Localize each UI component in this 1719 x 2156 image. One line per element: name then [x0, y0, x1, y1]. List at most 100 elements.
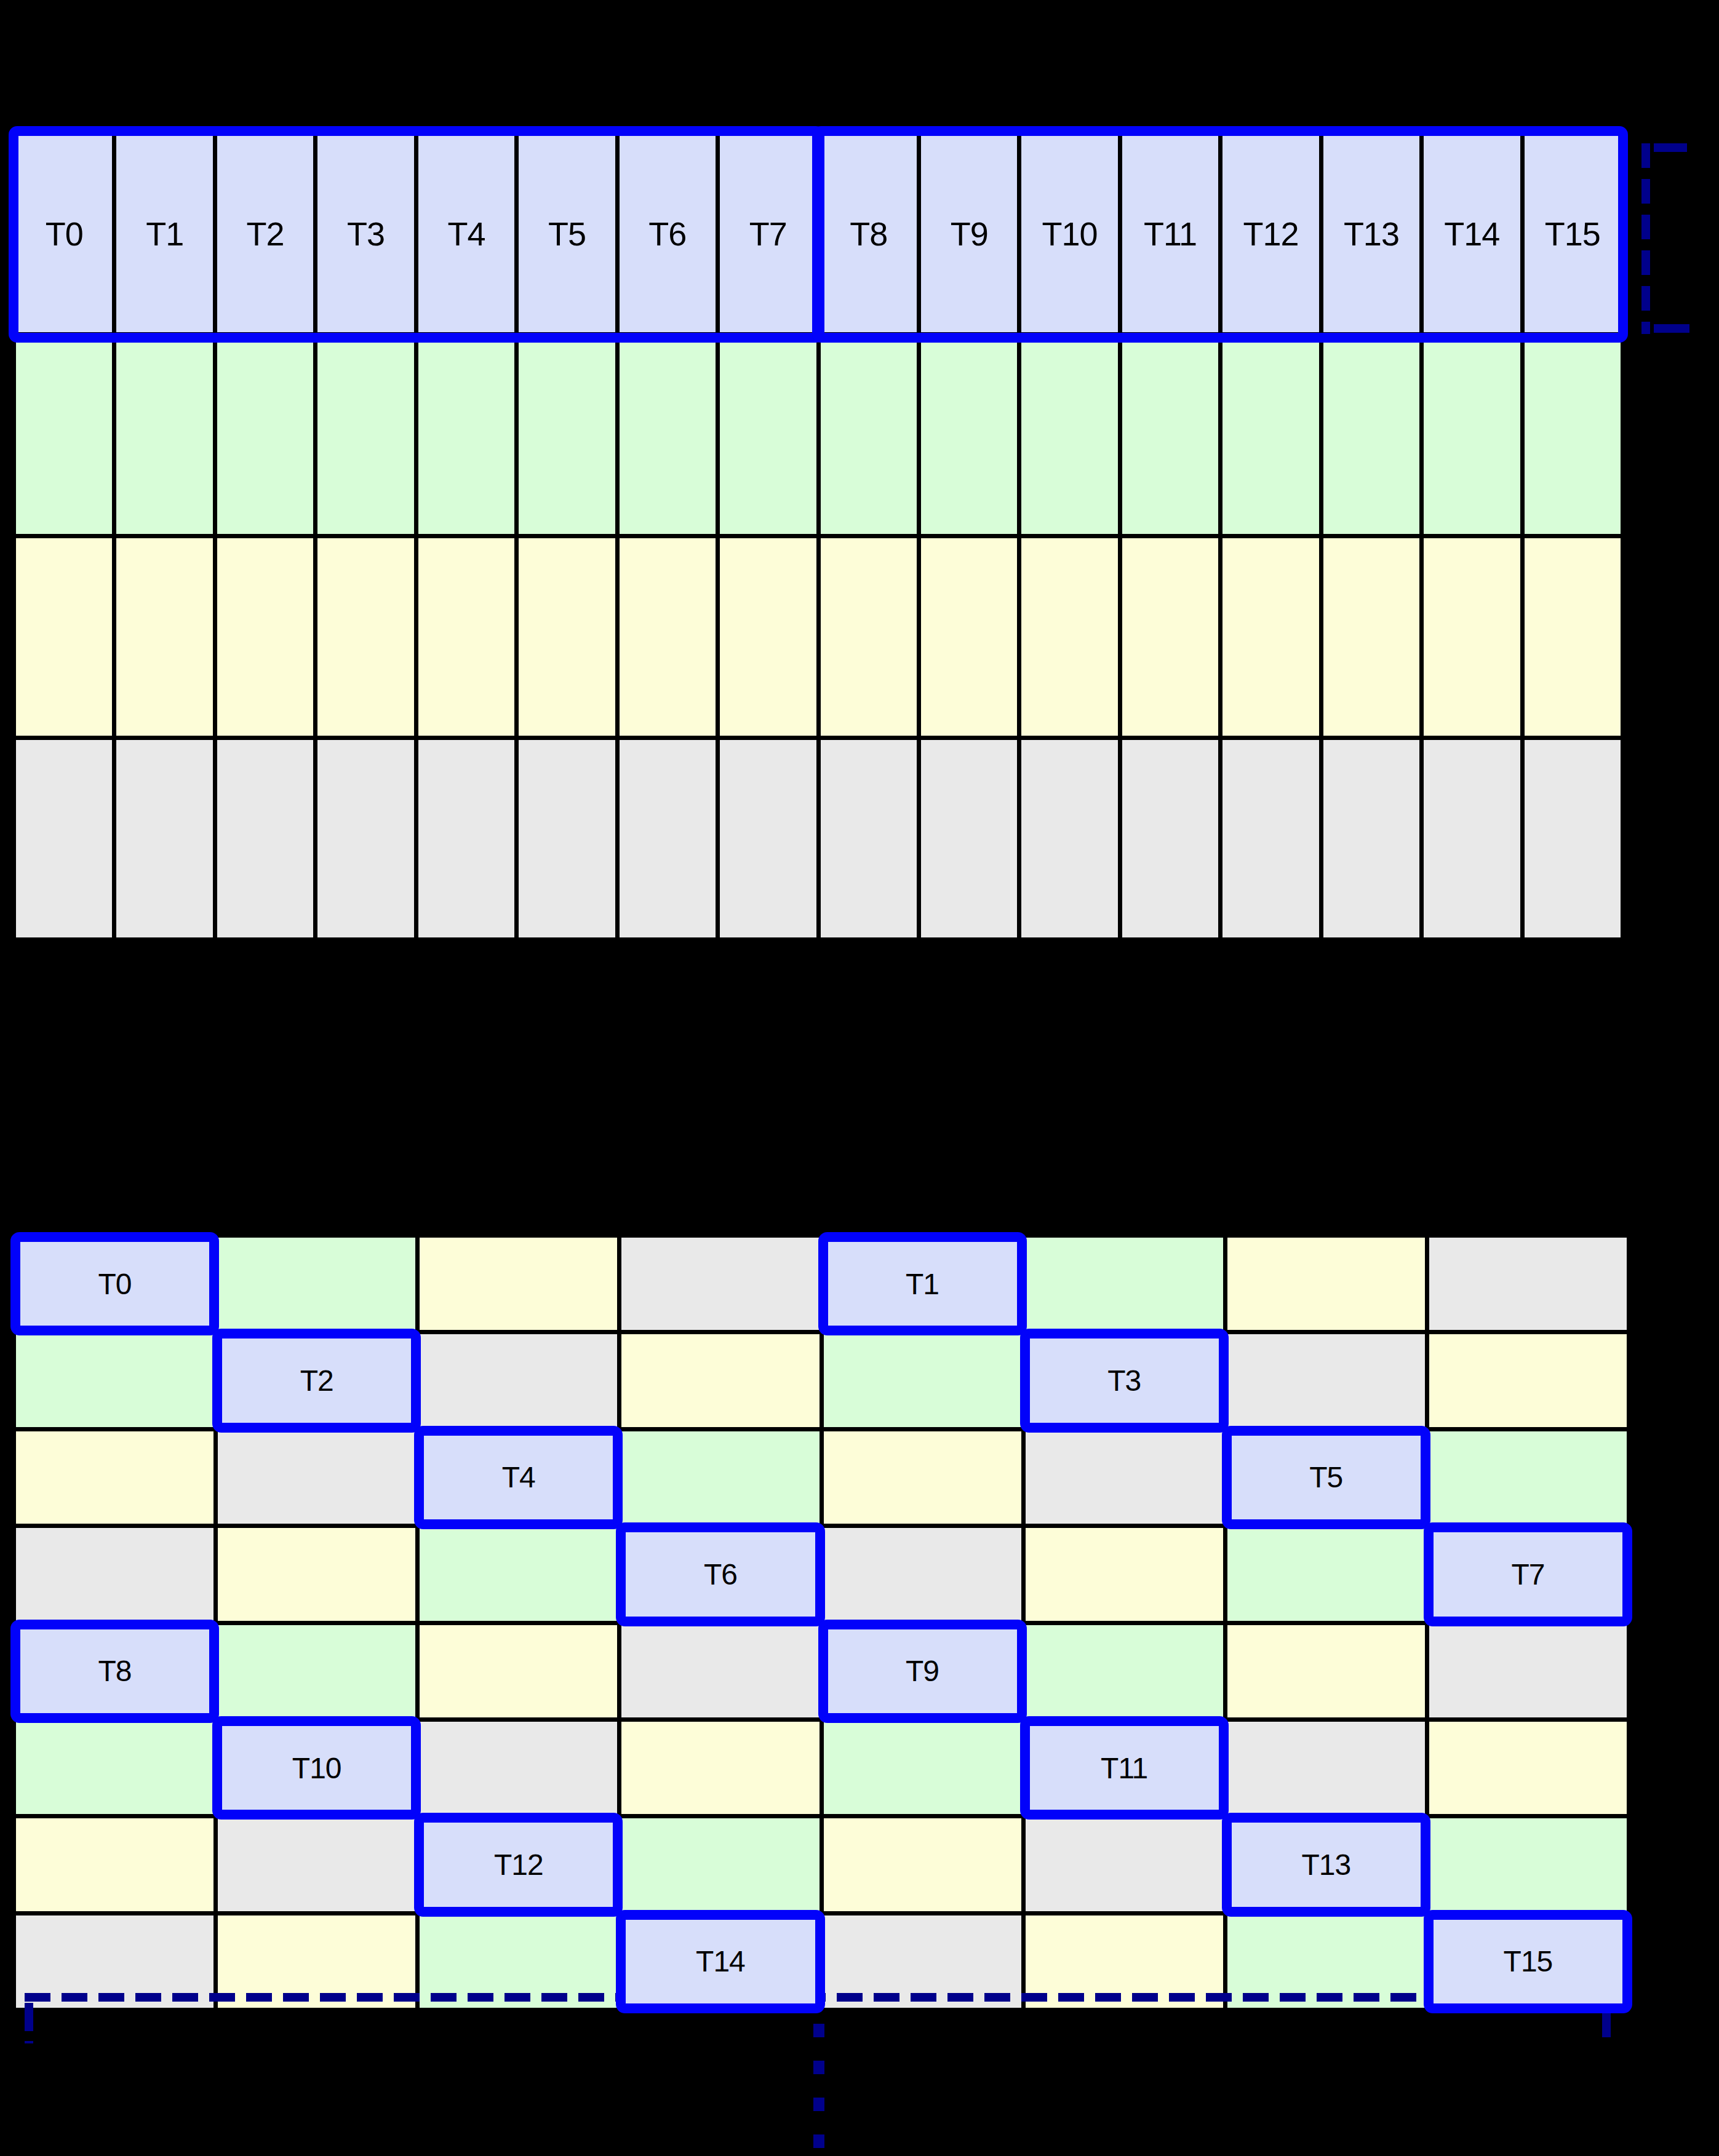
ellipsis-dot	[813, 2098, 824, 2111]
bottom-bracket-right-end	[1602, 2003, 1611, 2037]
thread-cell-t8: T8	[821, 135, 917, 332]
memory-cell	[720, 336, 816, 534]
memory-cell	[1323, 336, 1419, 534]
row-bracket-dashed-line	[1641, 143, 1650, 334]
thread-label: T3	[1107, 1364, 1141, 1398]
thread-cell-t7: T7	[1429, 1528, 1627, 1620]
memory-cell	[1026, 1238, 1223, 1330]
thread-cell-t2: T2	[218, 1334, 415, 1426]
memory-cell	[418, 336, 514, 534]
memory-cell	[621, 1238, 819, 1330]
thread-label: T0	[98, 1267, 132, 1301]
thread-label: T14	[1444, 215, 1499, 253]
thread-label: T2	[300, 1364, 333, 1398]
memory-cell	[317, 538, 413, 736]
thread-label: T1	[906, 1267, 939, 1301]
thread-label: T8	[850, 215, 887, 253]
memory-cell	[1525, 740, 1621, 937]
thread-label: T15	[1504, 1944, 1553, 1978]
thread-cell-t1: T1	[824, 1238, 1021, 1330]
memory-cell	[217, 538, 313, 736]
memory-cell	[824, 1722, 1021, 1814]
thread-label: T3	[347, 215, 385, 253]
thread-label: T5	[548, 215, 586, 253]
bottom-bracket-left-end	[25, 2003, 33, 2043]
memory-cell	[1026, 1818, 1223, 1911]
memory-cell	[1227, 1528, 1425, 1620]
memory-cell	[1021, 740, 1117, 937]
memory-cell	[1429, 1722, 1627, 1814]
thread-cell-t0: T0	[16, 135, 112, 332]
thread-cell-t14: T14	[621, 1915, 819, 2008]
memory-cell	[921, 336, 1017, 534]
memory-cell	[519, 538, 615, 736]
memory-cell	[720, 740, 816, 937]
ellipsis-dot	[813, 2134, 824, 2148]
thread-cell-t13: T13	[1227, 1818, 1425, 1911]
thread-cell-t9: T9	[824, 1625, 1021, 1717]
memory-cell	[1122, 740, 1218, 937]
memory-cell	[16, 1431, 213, 1524]
thread-label: T13	[1301, 1848, 1350, 1882]
thread-cell-t12: T12	[1222, 135, 1318, 332]
memory-cell	[420, 1528, 617, 1620]
thread-label: T6	[704, 1557, 737, 1591]
thread-label: T12	[494, 1848, 543, 1882]
memory-cell	[620, 740, 716, 937]
thread-label: T12	[1243, 215, 1298, 253]
memory-cell	[720, 538, 816, 736]
memory-cell	[1227, 1238, 1425, 1330]
memory-cell	[116, 336, 212, 534]
memory-cell	[519, 740, 615, 937]
linear-memory-grid: T0T1T2T3T4T5T6T7T8T9T10T11T12T13T14T15	[12, 131, 1624, 941]
memory-cell	[1429, 1431, 1627, 1524]
memory-cell	[218, 1818, 415, 1911]
thread-cell-t1: T1	[116, 135, 212, 332]
thread-label: T4	[447, 215, 485, 253]
memory-cell	[218, 1431, 415, 1524]
thread-label: T10	[292, 1751, 341, 1785]
memory-cell	[621, 1431, 819, 1524]
thread-cell-t3: T3	[317, 135, 413, 332]
thread-cell-t8: T8	[16, 1625, 213, 1717]
memory-cell	[824, 1334, 1021, 1426]
memory-cell	[621, 1818, 819, 1911]
memory-cell	[1026, 1528, 1223, 1620]
thread-label: T10	[1042, 215, 1098, 253]
memory-cell	[317, 740, 413, 937]
memory-cell	[418, 740, 514, 937]
memory-cell	[1227, 1334, 1425, 1426]
memory-cell	[1424, 538, 1520, 736]
memory-cell	[116, 740, 212, 937]
memory-cell	[824, 1818, 1021, 1911]
memory-cell	[1323, 538, 1419, 736]
thread-cell-t12: T12	[420, 1818, 617, 1911]
thread-label: T11	[1144, 215, 1197, 253]
memory-cell	[16, 538, 112, 736]
memory-cell	[16, 336, 112, 534]
memory-cell	[921, 538, 1017, 736]
memory-cell	[420, 1625, 617, 1717]
memory-cell	[16, 1334, 213, 1426]
memory-cell	[621, 1722, 819, 1814]
thread-cell-t3: T3	[1026, 1334, 1223, 1426]
memory-cell	[420, 1238, 617, 1330]
memory-cell	[16, 1818, 213, 1911]
thread-label: T15	[1545, 215, 1600, 253]
thread-label: T8	[98, 1654, 132, 1688]
memory-cell	[16, 740, 112, 937]
thread-cell-t0: T0	[16, 1238, 213, 1330]
memory-cell	[217, 336, 313, 534]
memory-cell	[1222, 336, 1318, 534]
thread-label: T0	[46, 215, 83, 253]
memory-cell	[1227, 1722, 1425, 1814]
memory-cell	[824, 1431, 1021, 1524]
thread-label: T7	[749, 215, 787, 253]
thread-cell-t15: T15	[1429, 1915, 1627, 2008]
thread-label: T6	[648, 215, 686, 253]
memory-cell	[16, 1528, 213, 1620]
thread-label: T4	[502, 1460, 535, 1494]
thread-label: T13	[1344, 215, 1399, 253]
thread-cell-t4: T4	[418, 135, 514, 332]
memory-cell	[1222, 740, 1318, 937]
